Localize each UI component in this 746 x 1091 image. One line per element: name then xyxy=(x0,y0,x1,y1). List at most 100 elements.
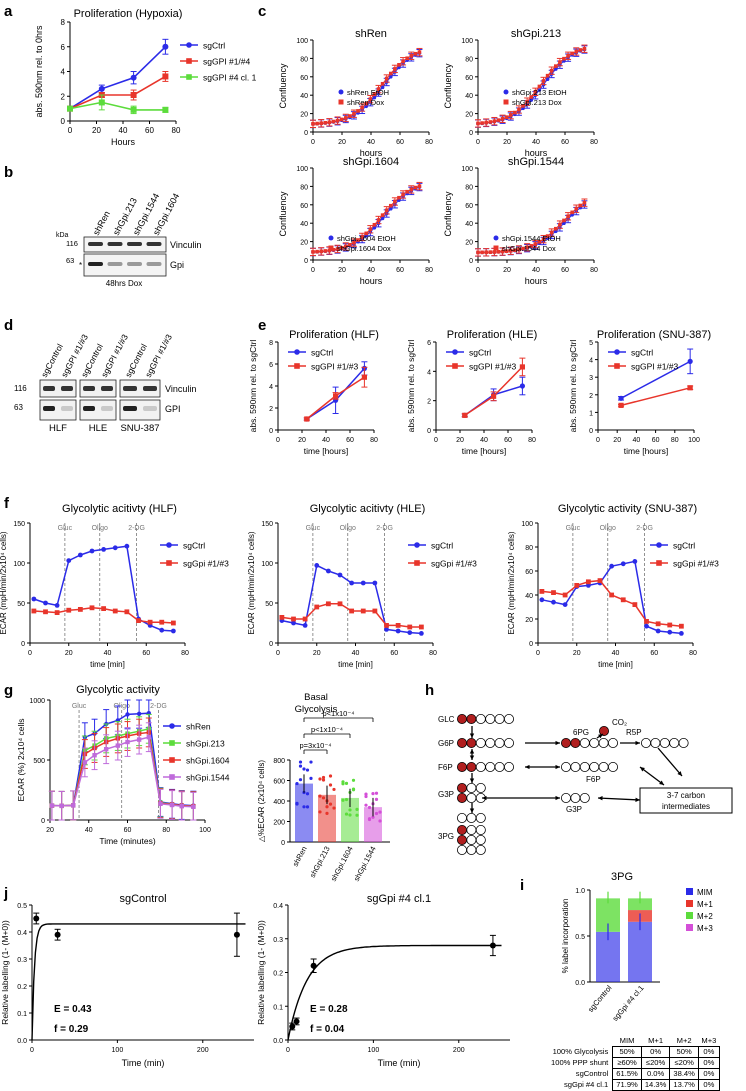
data-point xyxy=(376,218,381,222)
bar-title: Basal xyxy=(304,692,328,703)
series-line xyxy=(620,387,691,407)
metabolite-label: F6P xyxy=(586,775,601,784)
table-cell: 13.7% xyxy=(669,1079,699,1091)
band-vinculin xyxy=(88,242,103,246)
metabolite-label: G3P xyxy=(438,790,454,799)
legend-marker xyxy=(656,560,662,566)
legend-label: M+1 xyxy=(697,900,713,909)
bar xyxy=(364,807,382,842)
carbon-atom xyxy=(608,762,619,773)
y-tick-label: 20 xyxy=(465,112,473,119)
data-point xyxy=(521,246,525,251)
y-tick-label: 80 xyxy=(300,56,308,63)
legend-swatch xyxy=(686,924,693,931)
plot-title: Proliferation (SNU-387) xyxy=(597,329,711,341)
carbon-atom xyxy=(650,738,661,749)
plot-title: Proliferation (HLE) xyxy=(447,329,537,341)
y-tick-label: 60 xyxy=(300,203,308,210)
table-cell: ≤20% xyxy=(669,1057,699,1069)
data-point xyxy=(496,118,501,122)
y-tick-label: 0 xyxy=(61,117,66,126)
bar-point xyxy=(325,805,329,809)
x-tick-label: 60 xyxy=(396,139,404,146)
data-point xyxy=(397,195,401,200)
data-point xyxy=(644,619,649,624)
data-point xyxy=(103,747,109,752)
bar xyxy=(318,794,336,842)
legend-marker xyxy=(452,363,458,369)
data-point xyxy=(315,249,319,254)
data-point xyxy=(395,623,401,628)
data-point xyxy=(667,629,673,635)
data-point xyxy=(388,206,393,211)
carbon-atom xyxy=(579,793,590,804)
y-tick-label: 80 xyxy=(465,56,473,63)
data-point xyxy=(59,803,64,809)
stacked-bar-segment xyxy=(628,921,652,982)
bar-point xyxy=(321,778,326,782)
carbon-atom xyxy=(570,762,581,773)
y-tick-label: 0 xyxy=(304,130,308,137)
x-tick-label: 80 xyxy=(425,139,433,146)
band-gpi xyxy=(127,262,142,266)
data-point xyxy=(130,106,137,113)
data-point xyxy=(364,101,369,106)
data-point xyxy=(82,760,88,765)
y-tick-label: 200 xyxy=(273,820,285,827)
table-cell: 38.4% xyxy=(669,1068,699,1080)
intermediates-box xyxy=(639,787,733,814)
carbon-atom xyxy=(494,738,505,749)
y-tick-label: 0 xyxy=(589,428,593,435)
data-point xyxy=(325,568,331,574)
data-point xyxy=(66,558,72,563)
data-point xyxy=(54,610,60,615)
table-cell: 50% xyxy=(669,1046,699,1058)
legend-marker xyxy=(294,349,300,355)
data-point xyxy=(360,608,366,614)
carbon-atom xyxy=(503,738,514,749)
carbon-atom xyxy=(475,783,486,794)
band-vinculin xyxy=(143,386,157,391)
stacked-bar-segment xyxy=(628,898,652,911)
x-tick-label: 40 xyxy=(352,650,360,657)
data-point xyxy=(124,543,130,549)
table-cell: 71.9% xyxy=(612,1079,642,1091)
x-tick-label: 60 xyxy=(124,827,132,834)
data-point xyxy=(384,76,389,81)
x-tick-label: 80 xyxy=(181,650,189,657)
x-tick-label: 60 xyxy=(652,437,660,444)
x-tick-label: 20 xyxy=(503,267,511,274)
data-point xyxy=(136,711,142,716)
data-point xyxy=(315,121,319,126)
data-point xyxy=(348,114,352,118)
data-point xyxy=(356,238,360,242)
data-point xyxy=(541,237,546,241)
y-axis-label: Relative labelling (1- (M+0)) xyxy=(0,920,10,1025)
carbon-atom xyxy=(599,726,610,737)
data-point xyxy=(574,49,579,54)
fit-f-label: f = 0.29 xyxy=(54,1024,89,1035)
legend-marker xyxy=(169,723,175,729)
fit-E-label: E = 0.28 xyxy=(310,1004,348,1015)
data-point xyxy=(529,244,534,248)
plot-title: shGpi.213 xyxy=(511,28,561,40)
bar-point xyxy=(378,819,382,823)
y-tick-label: 0 xyxy=(281,840,285,847)
y-axis-label: △%ECAR (2x10⁴ cells) xyxy=(257,760,266,842)
panel-letter: d xyxy=(4,317,13,334)
data-point xyxy=(77,607,83,612)
y-tick-label: 60 xyxy=(465,75,473,82)
panel-letter: f xyxy=(4,495,10,512)
x-tick-label: 0 xyxy=(434,437,438,444)
y-axis-label: abs. 590nm rel. to sgCtrl xyxy=(568,340,578,433)
x-tick-label: 0 xyxy=(276,650,280,657)
injection-label: Oligo xyxy=(92,525,108,532)
data-point xyxy=(566,53,570,58)
legend-label: sgCtrl xyxy=(673,541,695,551)
data-point xyxy=(553,226,558,231)
data-point xyxy=(545,234,550,238)
plot-title: shGpi.1604 xyxy=(343,156,399,168)
x-tick-label: 0 xyxy=(30,1047,34,1054)
data-point xyxy=(92,753,97,758)
data-point xyxy=(304,416,310,422)
